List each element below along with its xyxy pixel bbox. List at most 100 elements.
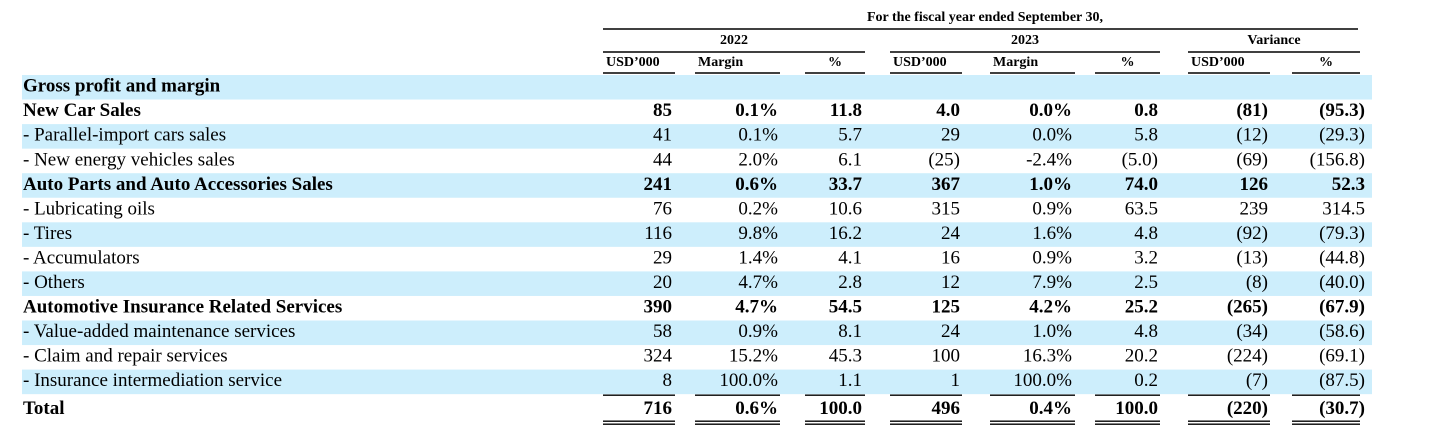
column-header: USD’000 <box>893 55 947 70</box>
cell: 100.0 <box>1115 398 1158 419</box>
cell: (25) <box>928 149 960 170</box>
cell: 74.0 <box>1125 174 1158 195</box>
group-header: Variance <box>1247 33 1300 48</box>
cell: 1.0% <box>1029 174 1072 195</box>
row-label: - Lubricating oils <box>23 198 155 219</box>
row-label: Automotive Insurance Related Services <box>23 297 342 318</box>
cell: (5.0) <box>1122 149 1158 170</box>
cell: 0.4% <box>1029 398 1072 419</box>
cell: 20.2 <box>1125 346 1158 367</box>
row-label: New Car Sales <box>23 100 141 121</box>
cell: (67.9) <box>1319 297 1365 318</box>
cell: 52.3 <box>1332 174 1365 195</box>
cell: 33.7 <box>829 174 863 195</box>
row-label: Total <box>23 398 65 419</box>
row-band <box>22 75 1372 100</box>
cell: 100.0% <box>1013 370 1072 391</box>
cell: (7) <box>1246 370 1268 391</box>
cell: 116 <box>644 223 672 244</box>
row-band <box>22 222 1372 247</box>
cell: 4.0 <box>936 100 960 121</box>
cell: 63.5 <box>1125 198 1158 219</box>
cell: (12) <box>1236 125 1268 146</box>
row-label: - New energy vehicles sales <box>23 149 235 170</box>
cell: 6.1 <box>838 149 862 170</box>
cell: 1 <box>951 370 961 391</box>
cell: (81) <box>1236 100 1268 121</box>
cell: 0.6% <box>735 174 778 195</box>
cell: 0.6% <box>735 398 778 419</box>
cell: 44 <box>653 149 673 170</box>
cell: 0.0% <box>1029 100 1072 121</box>
cell: 3.2 <box>1134 247 1158 268</box>
cell: 126 <box>1240 174 1269 195</box>
cell: 0.1% <box>738 125 778 146</box>
cell: 0.0% <box>1032 125 1072 146</box>
row-label: - Insurance intermediation service <box>23 370 282 391</box>
cell: 716 <box>644 398 673 419</box>
column-header: Margin <box>993 55 1038 70</box>
cell: 4.1 <box>838 247 862 268</box>
cell: -2.4% <box>1026 149 1072 170</box>
cell: 2.0% <box>738 149 778 170</box>
cell: 1.4% <box>738 247 778 268</box>
cell: (156.8) <box>1310 149 1365 170</box>
cell: 241 <box>644 174 673 195</box>
cell: 1.0% <box>1032 321 1072 342</box>
cell: 4.8 <box>1134 321 1158 342</box>
cell: 324 <box>644 346 673 367</box>
cell: 58 <box>653 321 672 342</box>
row-band <box>22 124 1372 149</box>
cell: (40.0) <box>1319 272 1365 293</box>
cell: 125 <box>932 297 961 318</box>
cell: 4.2% <box>1029 297 1072 318</box>
cell: 85 <box>653 100 672 121</box>
cell: (58.6) <box>1319 321 1365 342</box>
cell: 0.1% <box>735 100 778 121</box>
cell: 0.9% <box>738 321 778 342</box>
column-header: % <box>828 55 842 70</box>
cell: 315 <box>932 198 961 219</box>
row-band <box>22 369 1372 395</box>
cell: 25.2 <box>1125 297 1158 318</box>
cell: 0.2 <box>1134 370 1158 391</box>
cell: 76 <box>653 198 672 219</box>
cell: (95.3) <box>1319 100 1365 121</box>
cell: (34) <box>1236 321 1268 342</box>
column-header: % <box>1121 55 1135 70</box>
cell: 16 <box>941 247 960 268</box>
cell: 45.3 <box>829 346 862 367</box>
cell: (79.3) <box>1319 223 1365 244</box>
cell: 24 <box>941 223 961 244</box>
cell: (69) <box>1236 149 1268 170</box>
cell: (30.7) <box>1319 398 1365 419</box>
cell: (224) <box>1227 346 1268 367</box>
cell: 29 <box>941 125 960 146</box>
cell: 0.2% <box>738 198 778 219</box>
cell: 41 <box>653 125 672 146</box>
cell: 29 <box>653 247 672 268</box>
cell: 8 <box>663 370 673 391</box>
cell: 100.0 <box>819 398 862 419</box>
cell: 0.9% <box>1032 247 1072 268</box>
cell: 9.8% <box>738 223 778 244</box>
cell: 20 <box>653 272 672 293</box>
row-label: - Parallel-import cars sales <box>23 125 226 146</box>
cell: 367 <box>932 174 961 195</box>
cell: 239 <box>1240 198 1269 219</box>
column-header: USD’000 <box>606 55 660 70</box>
cell: 0.8 <box>1134 100 1158 121</box>
column-header: % <box>1319 55 1333 70</box>
group-header: 2023 <box>1011 33 1039 48</box>
cell: 16.2 <box>829 223 862 244</box>
cell: 11.8 <box>830 100 862 121</box>
cell: 4.7% <box>735 297 778 318</box>
cell: 1.1 <box>838 370 862 391</box>
row-label: - Claim and repair services <box>23 346 228 367</box>
cell: (8) <box>1246 272 1268 293</box>
row-label: - Accumulators <box>23 247 140 268</box>
cell: 5.8 <box>1134 125 1158 146</box>
row-band <box>22 271 1372 296</box>
cell: 2.5 <box>1134 272 1158 293</box>
